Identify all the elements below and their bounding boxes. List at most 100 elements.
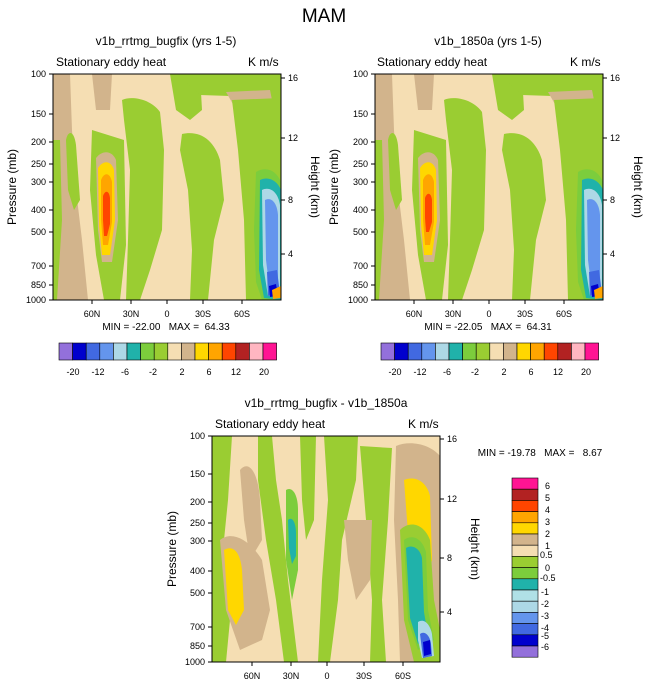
colorbar — [58, 342, 277, 361]
x-tick-label: 30N — [445, 309, 462, 319]
y-tick-label: 200 — [31, 137, 46, 147]
y2-axis-label: Height (km) — [308, 156, 322, 218]
colorbar-swatch — [126, 342, 141, 361]
x-tick-label: 60S — [234, 309, 250, 319]
x-axis: 60N 30N 0 30S 60S — [244, 662, 411, 681]
colorbar-swatch — [221, 342, 237, 361]
colorbar-swatch — [557, 342, 572, 361]
colorbar-swatch — [503, 342, 518, 361]
panel-units: K m/s — [248, 55, 279, 69]
colorbar-label: 3 — [545, 517, 550, 527]
colorbar-swatch — [571, 342, 586, 361]
x-tick-label: 30S — [517, 309, 533, 319]
x-tick-label: 60N — [244, 671, 261, 681]
panel-title: v1b_rrtmg_bugfix - v1b_1850a — [245, 396, 408, 410]
colorbar-swatch — [475, 342, 491, 361]
y-tick-label: 700 — [190, 622, 205, 632]
colorbar-label: 12 — [553, 367, 563, 377]
colorbar-swatch — [113, 342, 128, 361]
colorbar-swatch — [511, 634, 539, 647]
y2-axis: 16 12 8 4 — [440, 434, 457, 617]
colorbar-swatch — [380, 342, 395, 361]
colorbar-label: -6 — [443, 367, 451, 377]
colorbar-label: 12 — [231, 367, 241, 377]
figure-title: MAM — [302, 6, 346, 27]
colorbar-label: 6 — [545, 481, 550, 491]
panel-subtitle: Stationary eddy heat — [56, 55, 167, 69]
x-tick-label: 0 — [164, 309, 169, 319]
y-tick-label: 400 — [190, 566, 205, 576]
colorbar-label: -1 — [541, 587, 549, 597]
y2-tick-label: 12 — [288, 133, 298, 143]
colorbar-swatch — [85, 342, 101, 361]
colorbar-swatch — [462, 342, 477, 361]
colorbar-labels: -20 -12 -6 -2 2 6 12 20 — [66, 367, 269, 377]
colorbar-swatch — [511, 623, 539, 636]
colorbar-labels: 6 5 4 3 2 1 0.5 0 -0.5 -1 -2 -3 -4 -5 -6 — [540, 481, 556, 652]
panel-difference: v1b_rrtmg_bugfix - v1b_1850a Stationary … — [165, 396, 603, 681]
colorbar-swatch — [58, 342, 73, 361]
y2-tick-label: 16 — [610, 73, 620, 83]
x-tick-label: 30N — [123, 309, 140, 319]
y-tick-label: 250 — [31, 159, 46, 169]
colorbar-swatch — [511, 556, 539, 568]
panel-stats: MIN = -19.78 MAX = 8.67 — [478, 448, 603, 459]
colorbar-label: -12 — [91, 367, 104, 377]
y-tick-label: 150 — [31, 109, 46, 119]
panel-title: v1b_rrtmg_bugfix (yrs 1-5) — [96, 34, 237, 48]
y2-tick-label: 8 — [610, 195, 615, 205]
y-tick-label: 300 — [353, 177, 368, 187]
x-axis: 60N 30N 0 30S 60S — [406, 300, 572, 319]
y2-tick-label: 16 — [288, 73, 298, 83]
x-tick-label: 60N — [406, 309, 423, 319]
colorbar-swatch — [181, 342, 196, 361]
colorbar-label: -6 — [541, 642, 549, 652]
y2-axis: 16 12 8 4 — [603, 73, 620, 259]
colorbar-label: -2 — [149, 367, 157, 377]
panel-stats: MIN = -22.05 MAX = 64.31 — [424, 322, 552, 333]
colorbar-label: 2 — [179, 367, 184, 377]
panel-1850a: v1b_1850a (yrs 1-5) Stationary eddy heat… — [327, 34, 645, 377]
panel-rrtmg-bugfix: v1b_rrtmg_bugfix (yrs 1-5) Stationary ed… — [5, 34, 322, 377]
y2-tick-label: 16 — [447, 434, 457, 444]
y-tick-label: 850 — [190, 641, 205, 651]
colorbar-label: 6 — [528, 367, 533, 377]
y-axis-label: Pressure (mb) — [5, 149, 19, 225]
y-tick-label: 700 — [353, 261, 368, 271]
colorbar-label: 20 — [581, 367, 591, 377]
y-tick-label: 150 — [353, 109, 368, 119]
y-tick-label: 100 — [353, 69, 368, 79]
x-axis: 60N 30N 0 30S 60S — [84, 300, 250, 319]
colorbar-swatch — [235, 342, 250, 361]
colorbar-swatch — [511, 567, 539, 580]
x-tick-label: 60S — [395, 671, 411, 681]
colorbar-swatch — [194, 342, 209, 361]
colorbar-swatch — [407, 342, 423, 361]
colorbar-label: -6 — [121, 367, 129, 377]
y-axis: 100 150 200 250 300 400 500 700 850 1000 — [348, 69, 375, 305]
colorbar-swatch — [584, 342, 599, 361]
colorbar-label: -5 — [541, 631, 549, 641]
y2-tick-label: 4 — [447, 607, 452, 617]
panel-subtitle: Stationary eddy heat — [215, 417, 326, 431]
colorbar-label: -20 — [66, 367, 79, 377]
colorbar-labels: -20 -12 -6 -2 2 6 12 20 — [388, 367, 591, 377]
colorbar-label: -2 — [471, 367, 479, 377]
panel-stats: MIN = -22.00 MAX = 64.33 — [102, 322, 230, 333]
colorbar — [511, 477, 539, 658]
colorbar-swatch — [262, 342, 277, 361]
colorbar-swatch — [208, 342, 223, 361]
panel-subtitle: Stationary eddy heat — [377, 55, 488, 69]
colorbar-swatch — [489, 342, 504, 361]
colorbar-label: -4 — [541, 623, 549, 633]
y2-tick-label: 12 — [610, 133, 620, 143]
colorbar-swatch — [394, 342, 409, 361]
colorbar — [380, 342, 599, 361]
y-tick-label: 500 — [31, 227, 46, 237]
y-tick-label: 500 — [353, 227, 368, 237]
y-axis: 100 150 200 250 300 400 500 700 850 1000 — [185, 431, 212, 667]
colorbar-swatch — [249, 342, 264, 361]
colorbar-swatch — [511, 544, 539, 557]
y-tick-label: 100 — [190, 431, 205, 441]
colorbar-swatch — [511, 533, 539, 546]
